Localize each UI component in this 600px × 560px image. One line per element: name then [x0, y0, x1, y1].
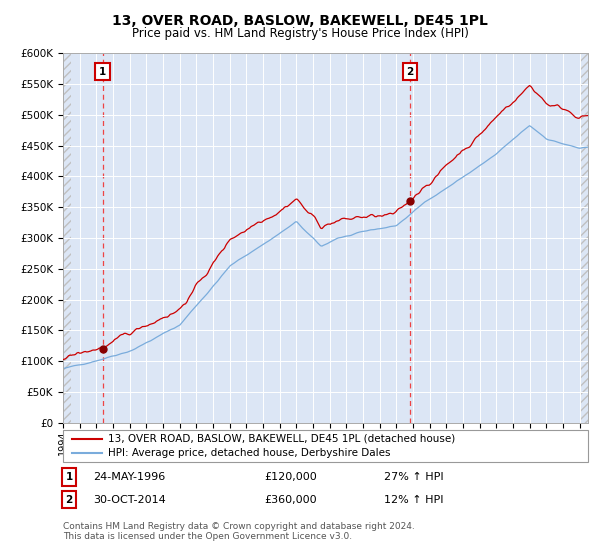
Text: 1: 1 — [99, 67, 106, 77]
Text: 2: 2 — [65, 494, 73, 505]
Text: £360,000: £360,000 — [264, 494, 317, 505]
Bar — [580, 53, 588, 423]
Text: 13, OVER ROAD, BASLOW, BAKEWELL, DE45 1PL (detached house): 13, OVER ROAD, BASLOW, BAKEWELL, DE45 1P… — [108, 433, 455, 444]
Text: Price paid vs. HM Land Registry's House Price Index (HPI): Price paid vs. HM Land Registry's House … — [131, 27, 469, 40]
Text: 27% ↑ HPI: 27% ↑ HPI — [384, 472, 443, 482]
Text: £120,000: £120,000 — [264, 472, 317, 482]
Text: 1: 1 — [65, 472, 73, 482]
Text: 24-MAY-1996: 24-MAY-1996 — [93, 472, 165, 482]
Text: 2: 2 — [407, 67, 414, 77]
Text: HPI: Average price, detached house, Derbyshire Dales: HPI: Average price, detached house, Derb… — [108, 448, 391, 458]
Text: 12% ↑ HPI: 12% ↑ HPI — [384, 494, 443, 505]
Text: 13, OVER ROAD, BASLOW, BAKEWELL, DE45 1PL: 13, OVER ROAD, BASLOW, BAKEWELL, DE45 1P… — [112, 14, 488, 28]
Text: Contains HM Land Registry data © Crown copyright and database right 2024.
This d: Contains HM Land Registry data © Crown c… — [63, 522, 415, 542]
Text: 30-OCT-2014: 30-OCT-2014 — [93, 494, 166, 505]
Bar — [63, 53, 71, 423]
